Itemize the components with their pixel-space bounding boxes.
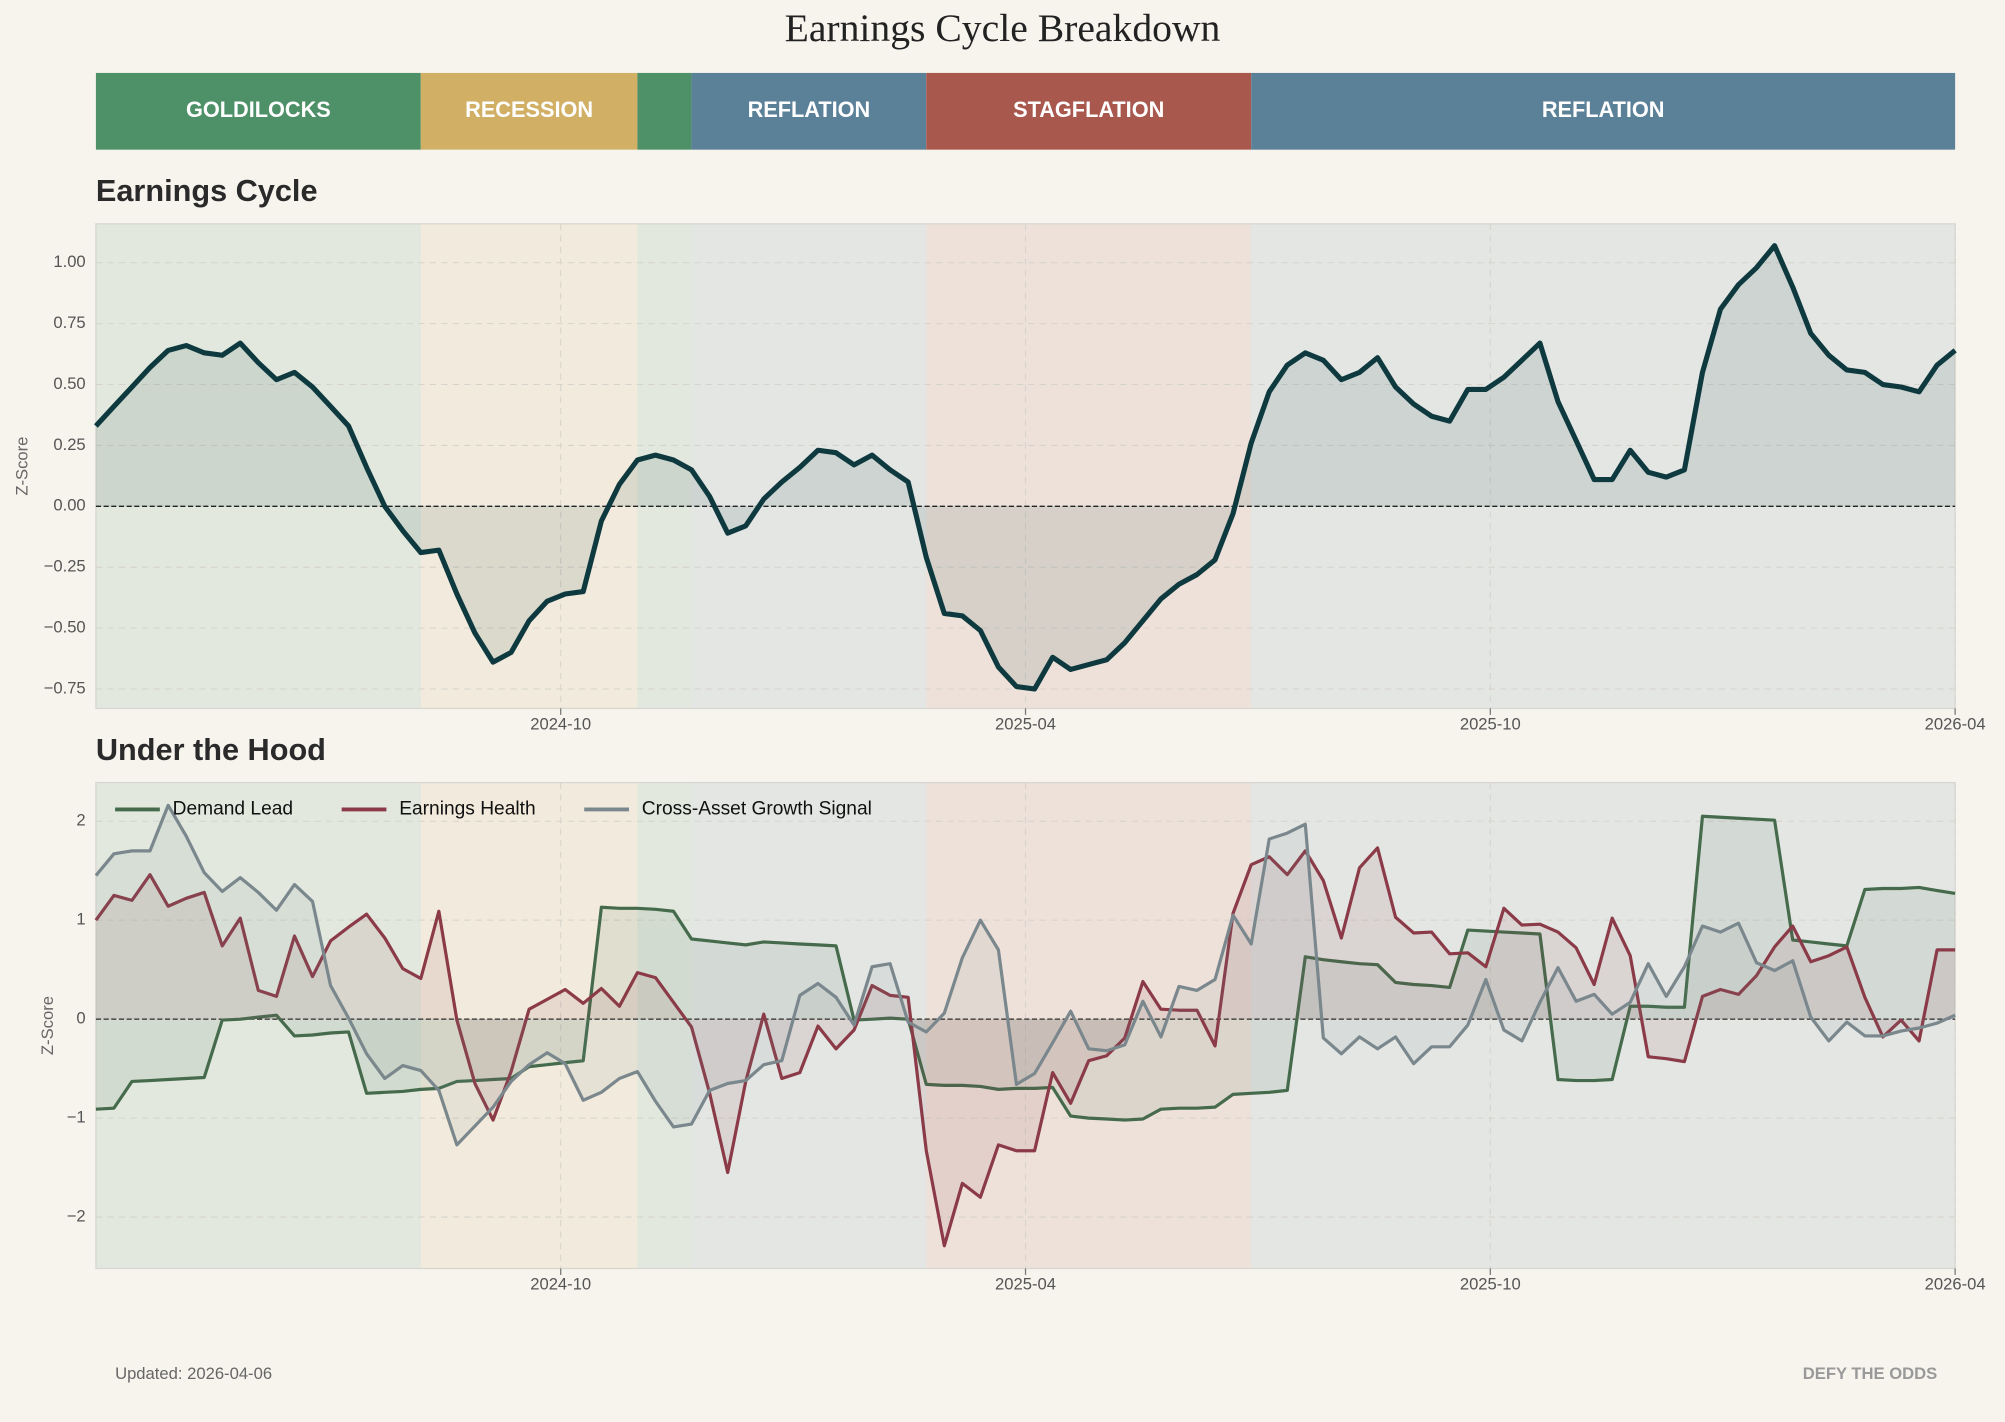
regime-label: RECESSION bbox=[465, 97, 593, 122]
regime-band bbox=[95, 72, 421, 150]
x-tick-label: 2025-10 bbox=[1460, 1275, 1521, 1294]
y-tick-label: 2 bbox=[76, 811, 85, 830]
y-tick-label: 0.75 bbox=[53, 313, 85, 332]
regime-label: STAGFLATION bbox=[1013, 97, 1164, 122]
regime-shade bbox=[1251, 782, 1956, 1269]
regime-label: REFLATION bbox=[748, 97, 871, 122]
regime-band bbox=[926, 72, 1252, 150]
legend-label: Cross-Asset Growth Signal bbox=[642, 799, 872, 820]
y-tick-label: 0.25 bbox=[53, 435, 85, 454]
line bbox=[94, 243, 1957, 692]
x-tick-label: 2026-04 bbox=[1925, 714, 1986, 733]
regime-band bbox=[691, 72, 927, 150]
regime-label: REFLATION bbox=[1542, 97, 1665, 122]
y-tick-label: −0.75 bbox=[44, 678, 86, 697]
y-tick-label: −0.50 bbox=[44, 617, 86, 636]
updated-note: Updated: 2026-04-06 bbox=[115, 1364, 272, 1383]
x-tick-label: 2026-04 bbox=[1925, 1275, 1986, 1294]
regime-band bbox=[637, 72, 692, 150]
regime-shade bbox=[637, 782, 692, 1269]
y-axis-label: Z-Score bbox=[12, 437, 31, 496]
y-tick-label: 0 bbox=[76, 1009, 85, 1028]
area-fill bbox=[95, 816, 1956, 1121]
area-fill bbox=[95, 847, 1956, 1246]
x-tick-label: 2025-10 bbox=[1460, 714, 1521, 733]
chart-title: Earnings Cycle bbox=[96, 173, 318, 208]
line bbox=[94, 846, 1956, 1248]
y-tick-label: −2 bbox=[67, 1206, 86, 1225]
regime-shade bbox=[420, 223, 638, 709]
regime-label: GOLDILOCKS bbox=[186, 97, 331, 122]
regime-band bbox=[1251, 72, 1956, 150]
y-tick-label: 1.00 bbox=[53, 252, 85, 271]
x-tick-label: 2025-04 bbox=[995, 1275, 1056, 1294]
y-tick-label: 0.00 bbox=[53, 496, 85, 515]
regime-band bbox=[420, 72, 638, 150]
legend-label: Demand Lead bbox=[173, 799, 293, 820]
chart-title: Under the Hood bbox=[96, 732, 326, 767]
regime-shade bbox=[95, 782, 421, 1269]
page-title: Earnings Cycle Breakdown bbox=[785, 6, 1221, 50]
y-tick-label: −0.25 bbox=[44, 557, 86, 576]
y-tick-label: 1 bbox=[76, 910, 85, 929]
x-tick-label: 2025-04 bbox=[995, 714, 1056, 733]
y-tick-label: −1 bbox=[67, 1107, 86, 1126]
y-tick-label: 0.50 bbox=[53, 374, 85, 393]
x-tick-label: 2024-10 bbox=[530, 1275, 591, 1294]
line bbox=[95, 814, 1956, 1122]
x-tick-label: 2024-10 bbox=[530, 714, 591, 733]
legend-label: Earnings Health bbox=[399, 799, 535, 820]
brand: DEFY THE ODDS bbox=[1803, 1364, 1937, 1383]
regime-shade bbox=[926, 782, 1252, 1269]
y-axis-label: Z-Score bbox=[38, 996, 57, 1055]
line bbox=[94, 803, 1956, 1147]
regime-shade bbox=[691, 782, 927, 1269]
area-fill bbox=[95, 245, 1956, 690]
